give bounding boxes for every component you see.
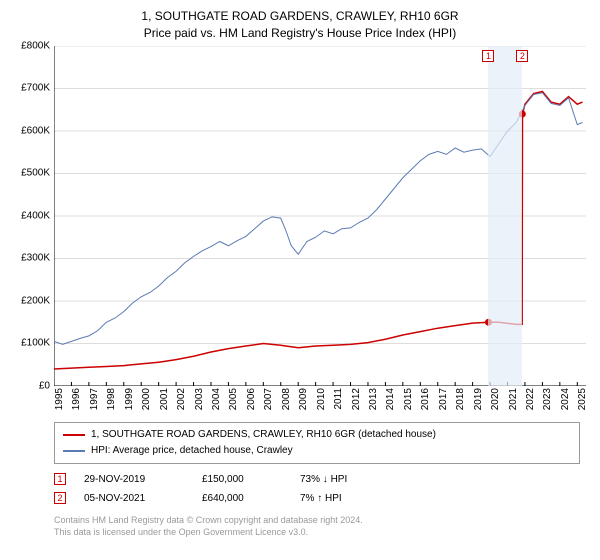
sales-list: 1 29-NOV-2019 £150,000 73% ↓ HPI 2 05-NO… — [54, 470, 580, 508]
chart-area: £0£100K£200K£300K£400K£500K£600K£700K£80… — [10, 46, 590, 416]
x-axis: 1995199619971998199920002001200220032004… — [54, 386, 586, 416]
y-axis: £0£100K£200K£300K£400K£500K£600K£700K£80… — [10, 46, 54, 386]
legend-swatch — [63, 450, 85, 452]
legend-item: 1, SOUTHGATE ROAD GARDENS, CRAWLEY, RH10… — [63, 427, 571, 443]
legend-swatch — [63, 434, 85, 436]
legend-label: HPI: Average price, detached house, Craw… — [91, 443, 293, 459]
sale-delta: 7% ↑ HPI — [300, 489, 380, 508]
footer: Contains HM Land Registry data © Crown c… — [54, 514, 580, 539]
plot-area: 12 — [54, 46, 586, 386]
sale-row: 1 29-NOV-2019 £150,000 73% ↓ HPI — [54, 470, 580, 489]
chart-title: 1, SOUTHGATE ROAD GARDENS, CRAWLEY, RH10… — [10, 8, 590, 42]
chart-container: 1, SOUTHGATE ROAD GARDENS, CRAWLEY, RH10… — [0, 0, 600, 560]
footer-line-1: Contains HM Land Registry data © Crown c… — [54, 514, 580, 527]
sale-marker-icon: 1 — [54, 473, 66, 485]
sale-price: £150,000 — [202, 470, 282, 489]
sale-date: 05-NOV-2021 — [84, 489, 184, 508]
title-line-2: Price paid vs. HM Land Registry's House … — [10, 25, 590, 42]
sale-marker-icon: 2 — [54, 492, 66, 504]
sale-delta: 73% ↓ HPI — [300, 470, 380, 489]
title-line-1: 1, SOUTHGATE ROAD GARDENS, CRAWLEY, RH10… — [10, 8, 590, 25]
legend-item: HPI: Average price, detached house, Craw… — [63, 443, 571, 459]
legend: 1, SOUTHGATE ROAD GARDENS, CRAWLEY, RH10… — [54, 422, 580, 464]
legend-label: 1, SOUTHGATE ROAD GARDENS, CRAWLEY, RH10… — [91, 427, 436, 443]
sale-date: 29-NOV-2019 — [84, 470, 184, 489]
footer-line-2: This data is licensed under the Open Gov… — [54, 526, 580, 539]
shade-band — [488, 46, 522, 386]
sale-price: £640,000 — [202, 489, 282, 508]
sale-row: 2 05-NOV-2021 £640,000 7% ↑ HPI — [54, 489, 580, 508]
